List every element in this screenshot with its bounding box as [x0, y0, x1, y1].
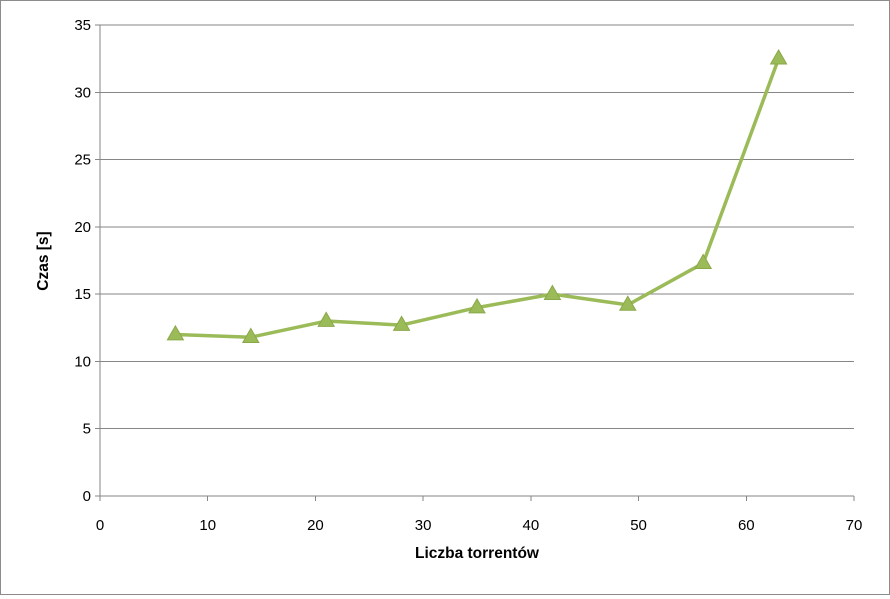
data-point-marker: [317, 311, 336, 327]
y-tick-label: 20: [74, 219, 91, 236]
data-point-marker: [694, 253, 713, 270]
y-tick-label: 10: [74, 353, 91, 370]
series-layer: [166, 48, 788, 344]
tick-labels: 0 5 10 15 20 25 30 35 0 10 20 30 40 50 60 70: [74, 17, 862, 534]
x-tick-label: 20: [307, 517, 324, 534]
y-tick-label: 25: [74, 152, 91, 169]
gridlines: [100, 24, 854, 430]
x-tick-label: 0: [96, 517, 104, 534]
data-point-marker: [769, 48, 788, 65]
axes: [95, 24, 855, 501]
series-line: [173, 56, 781, 339]
y-axis-title: Czas [s]: [35, 231, 52, 290]
y-tick-label: 5: [83, 421, 91, 438]
data-point-marker: [468, 297, 486, 314]
data-point-marker: [241, 327, 260, 344]
x-axis-title: Liczba torrentów: [415, 545, 540, 562]
y-tick-label: 0: [83, 488, 91, 505]
y-tick-label: 35: [74, 17, 91, 34]
data-point-marker: [166, 324, 185, 341]
data-point-marker: [392, 315, 411, 331]
x-tick-label: 60: [738, 517, 755, 534]
x-tick-label: 30: [415, 517, 432, 534]
data-point-marker: [543, 284, 562, 300]
x-tick-label: 10: [199, 517, 216, 534]
data-point-marker: [618, 295, 637, 311]
y-tick-label: 30: [74, 84, 91, 101]
x-tick-label: 40: [523, 517, 540, 534]
y-tick-label: 15: [74, 286, 91, 303]
x-tick-label: 70: [846, 517, 863, 534]
x-tick-label: 50: [630, 517, 647, 534]
